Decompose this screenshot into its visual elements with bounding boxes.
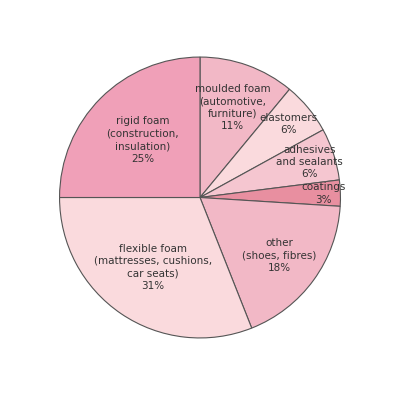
Wedge shape: [200, 198, 340, 328]
Text: other
(shoes, fibres)
18%: other (shoes, fibres) 18%: [242, 238, 317, 273]
Text: flexible foam
(mattresses, cushions,
car seats)
31%: flexible foam (mattresses, cushions, car…: [94, 244, 212, 291]
Wedge shape: [60, 57, 200, 198]
Text: moulded foam
(automotive,
furniture)
11%: moulded foam (automotive, furniture) 11%: [194, 84, 270, 131]
Text: rigid foam
(construction,
insulation)
25%: rigid foam (construction, insulation) 25…: [106, 116, 179, 164]
Text: adhesives
and sealants
6%: adhesives and sealants 6%: [276, 145, 343, 179]
Wedge shape: [200, 57, 290, 198]
Wedge shape: [200, 89, 323, 198]
Text: coatings
3%: coatings 3%: [301, 182, 346, 205]
Text: elastomers
6%: elastomers 6%: [260, 113, 318, 135]
Wedge shape: [200, 180, 340, 206]
Wedge shape: [200, 130, 339, 198]
Wedge shape: [60, 198, 252, 338]
